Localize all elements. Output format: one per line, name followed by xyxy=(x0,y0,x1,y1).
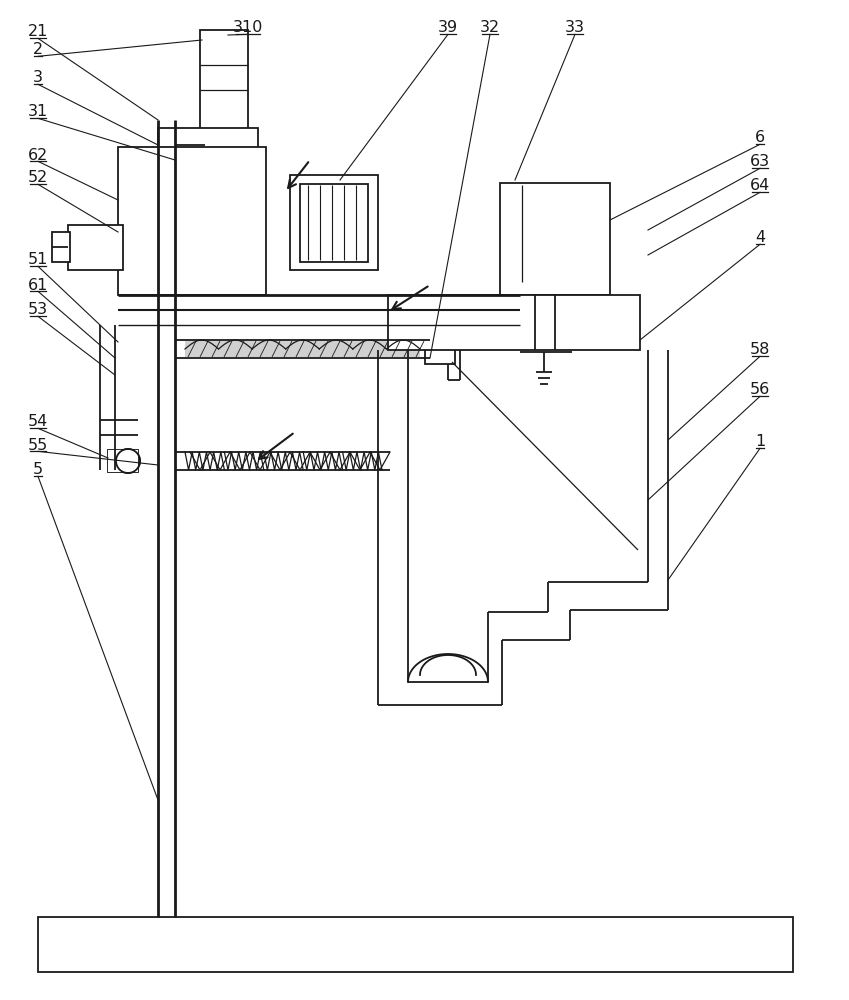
Text: 54: 54 xyxy=(28,414,48,430)
Bar xyxy=(200,30,248,145)
Bar xyxy=(388,295,640,350)
Text: 5: 5 xyxy=(33,462,43,478)
Bar xyxy=(52,232,70,262)
Bar xyxy=(108,450,138,472)
Bar xyxy=(158,128,258,160)
Text: 64: 64 xyxy=(750,178,770,194)
Text: 61: 61 xyxy=(28,277,48,292)
Bar xyxy=(185,341,420,357)
Text: 55: 55 xyxy=(28,438,48,452)
Text: 3: 3 xyxy=(33,70,43,86)
Text: 39: 39 xyxy=(438,20,458,35)
Bar xyxy=(68,225,123,270)
Text: 6: 6 xyxy=(755,130,765,145)
Bar xyxy=(300,184,368,262)
Bar xyxy=(500,183,610,295)
Bar xyxy=(38,917,793,972)
Bar xyxy=(425,334,455,364)
Text: 52: 52 xyxy=(28,170,48,186)
Text: 32: 32 xyxy=(480,20,500,35)
Text: 2: 2 xyxy=(33,42,43,57)
Bar xyxy=(108,450,138,472)
Bar xyxy=(118,147,266,295)
Text: 56: 56 xyxy=(750,382,770,397)
Text: 51: 51 xyxy=(28,252,48,267)
Text: 63: 63 xyxy=(750,154,770,169)
Text: 62: 62 xyxy=(28,147,48,162)
Bar xyxy=(290,175,378,270)
Text: 53: 53 xyxy=(28,302,48,318)
Text: 1: 1 xyxy=(755,434,765,450)
Text: 33: 33 xyxy=(565,20,585,35)
Text: 31: 31 xyxy=(28,104,48,119)
Text: 4: 4 xyxy=(755,231,765,245)
Text: 58: 58 xyxy=(750,342,770,358)
Text: 21: 21 xyxy=(28,24,48,39)
Text: 310: 310 xyxy=(233,20,263,35)
